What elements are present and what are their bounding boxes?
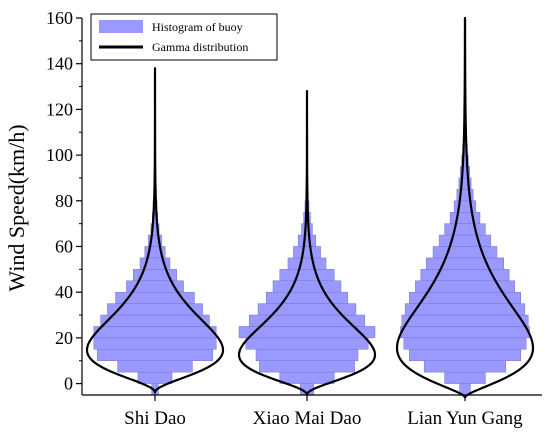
histogram-bar (400, 326, 530, 339)
histogram-bar (404, 303, 526, 316)
gamma-distribution-curve (395, 16, 535, 399)
histogram-bar (293, 246, 321, 259)
x-tick-label: Lian Yun Gang (407, 408, 523, 429)
histogram-bar (420, 269, 510, 282)
histogram-bar (423, 360, 507, 373)
legend-histogram-swatch (99, 20, 143, 33)
legend: Histogram of buoy Gamma distribution (90, 13, 278, 61)
histogram-bar (444, 371, 486, 384)
histogram-bar (444, 223, 486, 236)
gamma-distribution-curve (85, 67, 225, 394)
histogram-bar (279, 371, 335, 384)
y-tick-label: 160 (46, 8, 73, 28)
histogram-bar (100, 314, 210, 327)
y-axis-label: Wind Speed(km/h) (4, 124, 29, 291)
histogram-bar (401, 314, 529, 327)
y-axis-ticks: 0 20 40 60 80 100 120 140 160 (46, 8, 82, 394)
histogram-bar (96, 349, 214, 361)
histogram-bar (432, 246, 498, 259)
histogram-bar (93, 326, 217, 339)
histogram-bar (245, 337, 369, 350)
x-tick-label: Xiao Mai Dao (253, 408, 362, 429)
histogram-bar (137, 371, 173, 384)
histogram-bar (259, 360, 355, 373)
y-tick-label: 60 (55, 236, 73, 256)
histogram-bar (287, 257, 327, 270)
histogram-bar (117, 360, 193, 373)
gamma-curve-layer (85, 16, 535, 399)
y-tick-label: 80 (55, 191, 73, 211)
histogram-bar (297, 234, 317, 247)
y-tick-label: 0 (64, 374, 73, 394)
histogram-bar (408, 349, 522, 361)
histogram-bar (301, 223, 313, 236)
legend-gamma-label: Gamma distribution (152, 40, 248, 54)
histogram-bar (438, 234, 492, 247)
histogram-bar (272, 280, 342, 293)
y-tick-label: 100 (46, 145, 73, 165)
gamma-distribution-curve (237, 90, 377, 397)
histogram-bar (449, 211, 481, 224)
histogram-bar (425, 257, 505, 270)
y-tick-label: 140 (46, 54, 73, 74)
histogram-bar (265, 291, 349, 304)
y-tick-label: 40 (55, 282, 73, 302)
histogram-bar (255, 349, 359, 361)
y-tick-label: 20 (55, 328, 73, 348)
y-tick-label: 120 (46, 99, 73, 119)
x-axis-ticks: Shi Dao Xiao Mai Dao Lian Yun Gang (124, 395, 523, 429)
legend-histogram-label: Histogram of buoy (152, 20, 243, 34)
histogram-bar (403, 337, 527, 350)
x-tick-label: Shi Dao (124, 408, 186, 429)
histogram-bar (279, 269, 335, 282)
histogram-bar (93, 337, 217, 350)
